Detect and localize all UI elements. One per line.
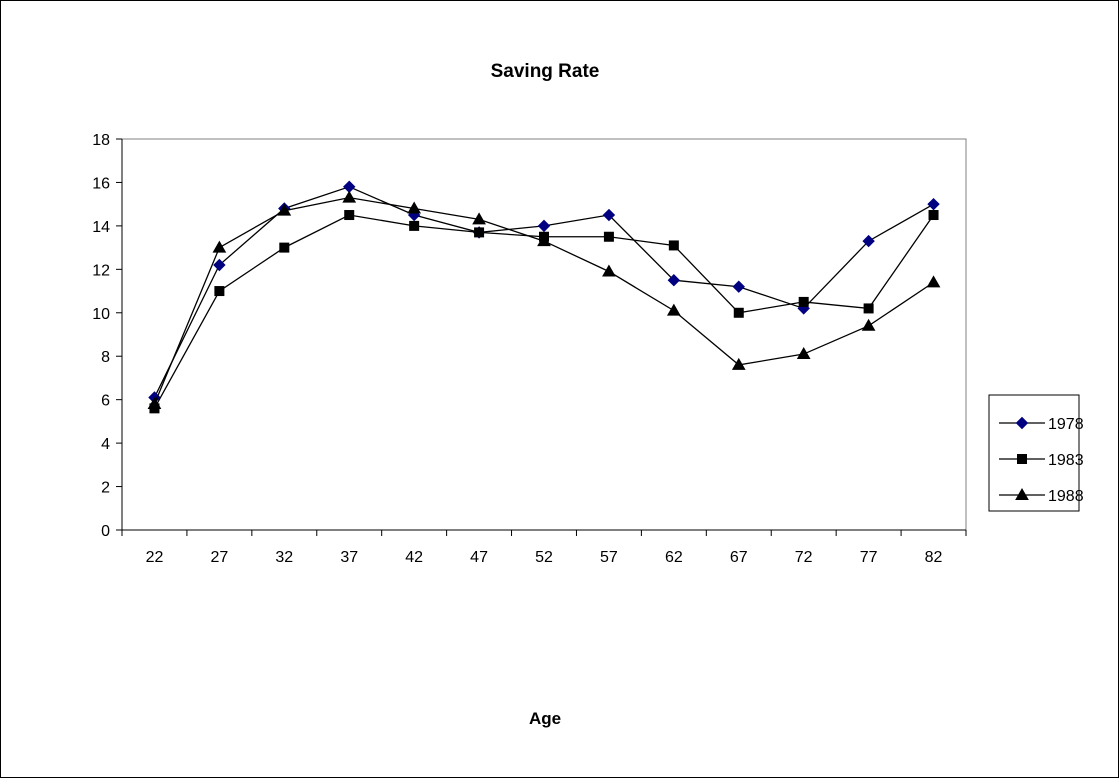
data-point-1983 [474, 227, 485, 238]
y-tick-label: 8 [101, 349, 110, 366]
y-tick-label: 18 [92, 132, 110, 149]
legend-label-1983: 1983 [1048, 452, 1084, 469]
data-point-1988 [731, 357, 746, 370]
data-point-1988 [602, 264, 616, 277]
legend-marker-1988 [1015, 487, 1029, 500]
x-tick-label: 72 [795, 549, 813, 566]
data-point-1978 [213, 258, 226, 272]
legend-box [988, 394, 1080, 512]
data-point-1983 [863, 303, 874, 314]
data-point-1983 [279, 242, 290, 253]
x-tick-label: 22 [146, 549, 164, 566]
y-tick-label: 2 [101, 480, 110, 497]
data-point-1983 [668, 240, 679, 251]
data-point-1988 [926, 275, 941, 288]
axes: 0 2 4 6 8 10 12 14 16 18 22 27 32 37 42 47 52 57 62 67 72 77 8… [92, 132, 967, 566]
data-point-1983 [344, 210, 355, 221]
x-tick-label: 62 [665, 549, 683, 566]
legend-marker-1983 [1017, 454, 1027, 464]
y-tick-label: 4 [101, 436, 110, 453]
y-tick-label: 14 [92, 219, 110, 236]
data-point-1983 [733, 307, 744, 318]
y-tick-label: 10 [92, 306, 110, 323]
data-point-1983 [603, 231, 614, 242]
series-1988 [147, 190, 941, 410]
x-tick-label: 82 [925, 549, 943, 566]
data-point-1978 [927, 197, 940, 211]
data-point-1988 [472, 212, 486, 225]
data-point-1978 [537, 219, 551, 233]
data-point-1983 [214, 286, 225, 297]
data-point-1978 [602, 208, 616, 222]
legend-label-1988: 1988 [1048, 488, 1084, 505]
data-point-1988 [342, 190, 357, 203]
data-point-1988 [147, 397, 162, 410]
data-point-1978 [732, 280, 745, 293]
x-tick-label: 42 [405, 549, 423, 566]
data-point-1978 [862, 234, 875, 248]
data-point-1978 [667, 273, 681, 287]
x-tick-label: 67 [730, 549, 748, 566]
data-point-1988 [796, 347, 811, 360]
data-point-1983 [798, 296, 809, 307]
x-tick-label: 37 [340, 549, 358, 566]
data-point-1988 [407, 201, 422, 214]
data-point-1988 [861, 318, 876, 331]
data-point-1983 [409, 220, 420, 231]
x-tick-label: 52 [535, 549, 553, 566]
data-point-1988 [537, 234, 551, 247]
data-point-1988 [212, 240, 227, 253]
y-tick-label: 6 [101, 393, 110, 410]
x-tick-label: 47 [470, 549, 488, 566]
data-point-1983 [928, 210, 939, 221]
y-tick-label: 16 [92, 175, 110, 192]
data-point-1988 [277, 203, 292, 216]
data-point-1988 [666, 303, 681, 316]
legend-label-1978: 1978 [1048, 416, 1084, 433]
y-tick-label: 12 [92, 262, 110, 279]
x-tick-label: 27 [210, 549, 228, 566]
x-axis-label: Age [529, 709, 561, 728]
chart-title: Saving Rate [491, 61, 600, 82]
x-tick-label: 57 [600, 549, 618, 566]
legend-marker-1978 [1015, 416, 1029, 430]
x-tick-label: 32 [275, 549, 293, 566]
y-tick-label: 0 [101, 523, 110, 540]
plot-area [121, 138, 967, 531]
legend: 1978 1983 1988 [988, 394, 1084, 512]
x-tick-label: 77 [860, 549, 878, 566]
series-layer [147, 180, 941, 414]
